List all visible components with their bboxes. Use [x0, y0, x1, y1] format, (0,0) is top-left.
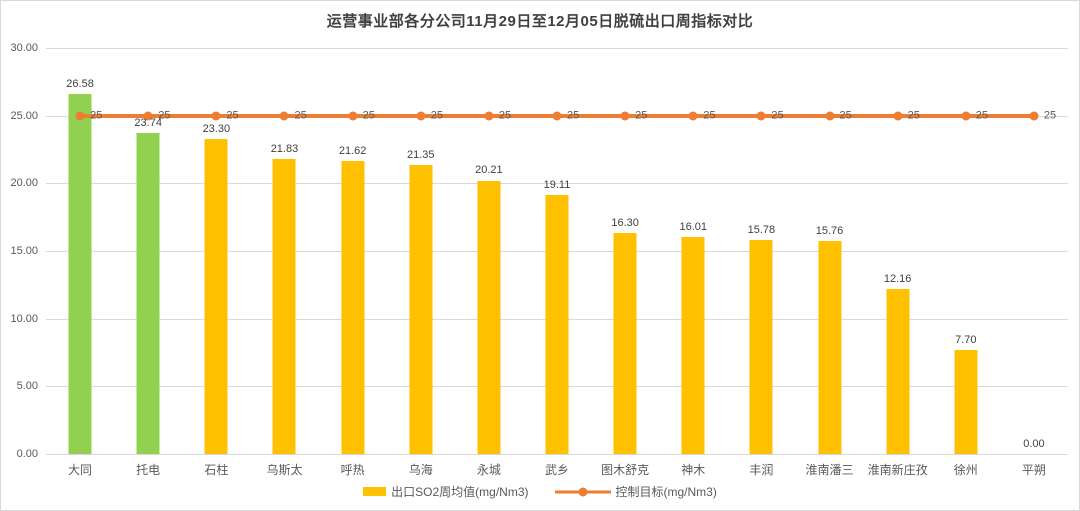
- bar-series-swatch-icon: [363, 487, 387, 496]
- line-marker-label: 25: [294, 109, 307, 122]
- y-tick-label: 20.00: [10, 177, 38, 190]
- bar-value-label: 16.30: [611, 217, 639, 230]
- y-tick-label: 25.00: [10, 109, 38, 122]
- line-marker-label: 25: [498, 109, 512, 122]
- line-marker[interactable]: [279, 111, 289, 121]
- bar-value-label: 21.83: [270, 142, 299, 155]
- line-marker-label: 25: [839, 109, 852, 122]
- line-marker[interactable]: [552, 111, 562, 121]
- x-axis-label: 淮南新庄孜: [867, 463, 928, 477]
- x-axis-label: 乌斯太: [266, 463, 303, 477]
- legend-item-target-line[interactable]: 控制目标(mg/Nm3): [554, 483, 717, 500]
- bar[interactable]: [818, 240, 842, 454]
- legend-label-target-line: 控制目标(mg/Nm3): [615, 485, 717, 499]
- line-marker-label: 25: [567, 109, 580, 122]
- legend-label-bar-series: 出口SO2周均值(mg/Nm3): [391, 485, 529, 499]
- x-axis-label: 平朔: [1021, 463, 1046, 477]
- x-axis-label: 神木: [681, 463, 706, 477]
- bar[interactable]: [749, 240, 773, 454]
- line-marker[interactable]: [211, 111, 221, 121]
- line-marker[interactable]: [1029, 111, 1039, 121]
- line-marker-label: 25: [90, 109, 103, 122]
- x-axis-label: 武乡: [544, 463, 570, 477]
- line-marker-label: 25: [703, 109, 716, 122]
- bar-value-label: 20.21: [475, 164, 503, 177]
- y-tick-label: 30.00: [10, 42, 38, 54]
- line-marker-label: 25: [158, 109, 171, 122]
- line-marker-label: 25: [226, 109, 239, 122]
- bar[interactable]: [409, 165, 433, 454]
- bar-value-label: 26.58: [66, 78, 94, 91]
- legend: 出口SO2周均值(mg/Nm3) 控制目标(mg/Nm3): [1, 483, 1079, 500]
- x-axis-label: 图木舒克: [601, 463, 650, 477]
- line-marker[interactable]: [416, 111, 426, 121]
- bar-value-label: 21.62: [338, 145, 367, 158]
- line-marker-label: 25: [975, 109, 989, 122]
- line-marker[interactable]: [143, 111, 153, 121]
- chart-title: 运营事业部各分公司11月29日至12月05日脱硫出口周指标对比: [326, 13, 754, 30]
- x-axis-label: 徐州: [953, 463, 978, 477]
- line-marker[interactable]: [893, 111, 903, 121]
- line-marker-label: 25: [635, 109, 648, 122]
- line-marker-label: 25: [430, 109, 443, 122]
- bar-value-label: 23.74: [134, 116, 162, 129]
- line-marker-label: 25: [1043, 109, 1057, 122]
- y-tick-label: 10.00: [10, 312, 38, 325]
- bar[interactable]: [204, 138, 228, 454]
- line-marker-label: 25: [771, 109, 784, 122]
- x-axis-label: 淮南潘三: [805, 463, 854, 477]
- y-tick-label: 15.00: [10, 245, 38, 257]
- bar-value-label: 0.00: [1023, 438, 1045, 450]
- bar[interactable]: [886, 289, 910, 454]
- x-axis-label: 呼热: [340, 463, 365, 477]
- bar[interactable]: [954, 349, 978, 454]
- bar-value-label: 23.30: [202, 122, 231, 135]
- bar[interactable]: [272, 158, 296, 454]
- line-marker[interactable]: [688, 111, 698, 121]
- bar[interactable]: [613, 233, 637, 454]
- bar-value-label: 15.76: [815, 224, 844, 237]
- bar[interactable]: [136, 132, 160, 454]
- bar[interactable]: [341, 161, 365, 454]
- bar-value-label: 16.01: [679, 221, 708, 234]
- gridline: [46, 48, 1068, 49]
- bar-value-label: 15.78: [747, 224, 776, 237]
- line-marker-label: 25: [362, 109, 375, 122]
- bar[interactable]: [68, 94, 92, 454]
- gridline: [46, 454, 1068, 455]
- line-marker[interactable]: [825, 111, 835, 121]
- line-marker[interactable]: [484, 111, 494, 121]
- legend-item-bar-series[interactable]: 出口SO2周均值(mg/Nm3): [363, 483, 529, 500]
- line-marker[interactable]: [75, 111, 85, 121]
- plot-area: 0.00 5.00 10.00 15.00 20.00 25.00 30.00 26.58 2…: [10, 42, 1068, 477]
- line-marker[interactable]: [348, 111, 358, 121]
- line-marker[interactable]: [961, 111, 971, 121]
- y-tick-label: 5.00: [16, 380, 38, 393]
- bar-value-label: 12.16: [883, 273, 912, 286]
- bar-value-label: 7.70: [955, 333, 977, 346]
- gridline: [46, 183, 1068, 185]
- x-axis-label: 托电: [136, 463, 161, 477]
- x-axis-label: 丰润: [749, 463, 774, 477]
- bar-value-label: 21.35: [406, 149, 435, 162]
- bar[interactable]: [681, 237, 705, 454]
- x-axis-label: 永城: [476, 463, 501, 477]
- bar-value-label: 19.11: [543, 179, 571, 192]
- y-tick-label: 0.00: [16, 448, 38, 460]
- bar[interactable]: [545, 195, 569, 454]
- line-marker[interactable]: [620, 111, 630, 121]
- x-axis-label: 大同: [68, 463, 93, 477]
- x-axis-label: 石柱: [204, 463, 229, 477]
- line-marker[interactable]: [756, 111, 766, 121]
- line-marker-label: 25: [907, 109, 920, 122]
- x-axis-label: 乌海: [408, 463, 433, 477]
- bar[interactable]: [477, 180, 501, 454]
- target-line-swatch-icon: [554, 487, 611, 496]
